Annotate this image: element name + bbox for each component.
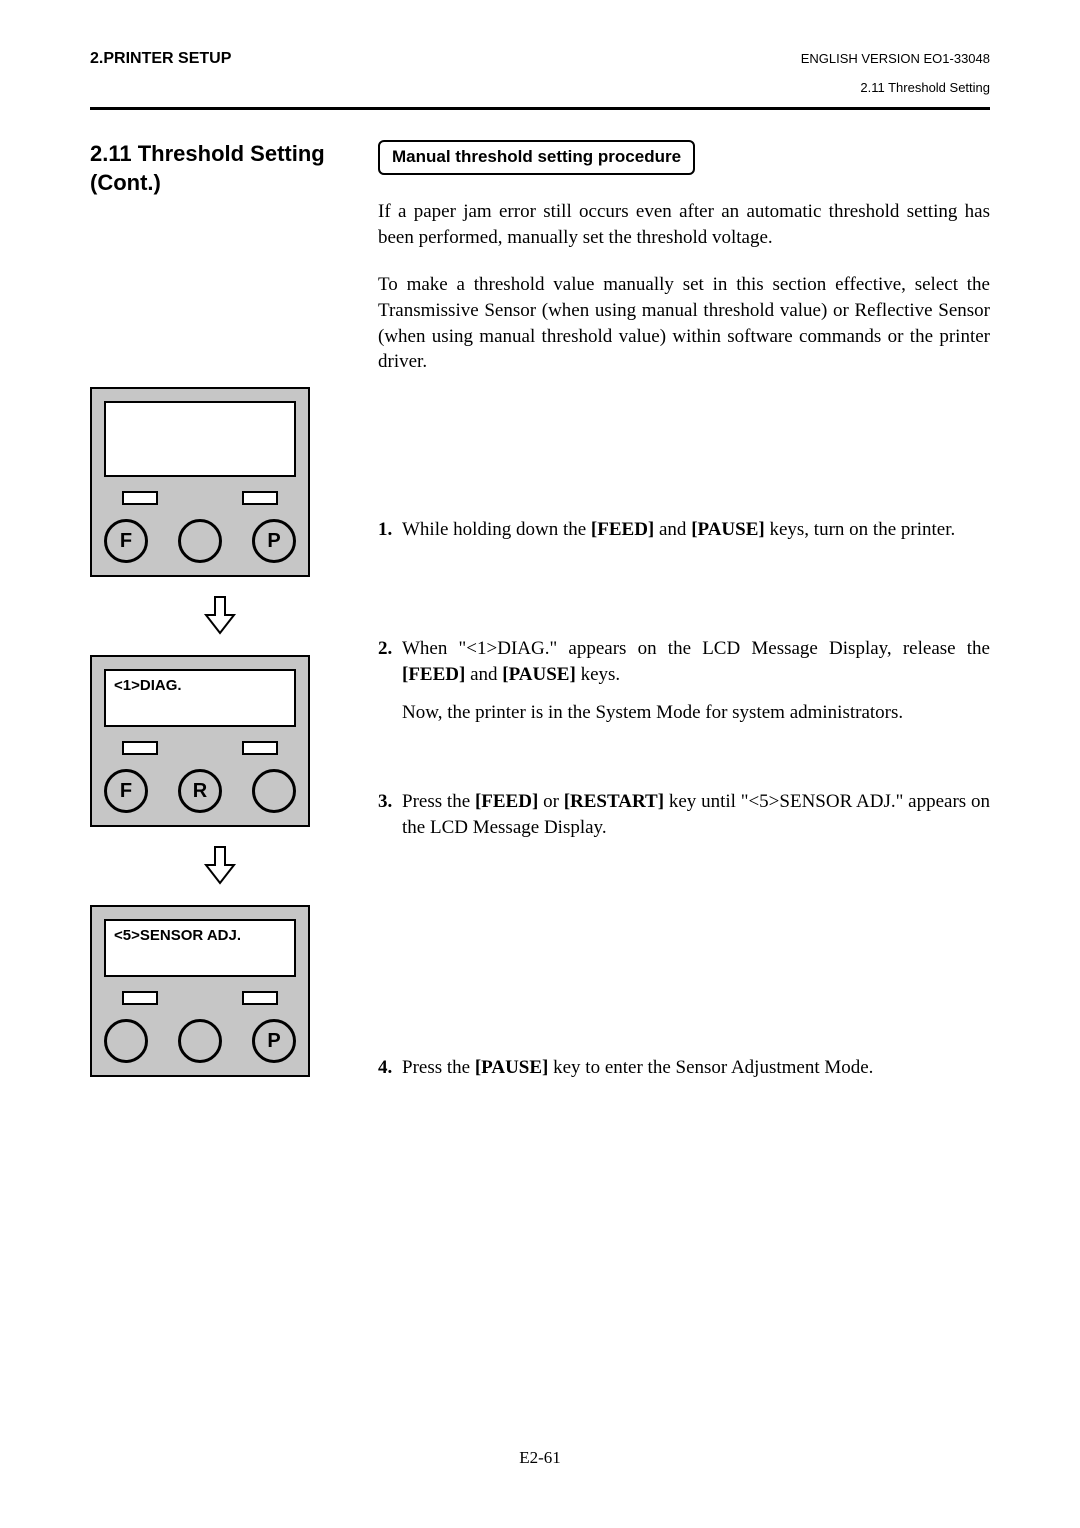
restart-button[interactable]: [178, 519, 222, 563]
header-rule: [90, 107, 990, 110]
feed-button[interactable]: F: [104, 519, 148, 563]
lcd-display: [104, 401, 296, 477]
pause-button[interactable]: P: [252, 1019, 296, 1063]
restart-button[interactable]: R: [178, 769, 222, 813]
arrow-down-icon: [90, 595, 350, 637]
led-indicator: [242, 991, 278, 1005]
arrow-down-icon: [90, 845, 350, 887]
section-title: 2.11 Threshold Setting (Cont.): [90, 140, 350, 197]
key-feed: [FEED]: [402, 664, 465, 685]
step-number: 4.: [378, 1055, 402, 1081]
step-number: 3.: [378, 789, 402, 840]
step-4: 4. Press the [PAUSE] key to enter the Se…: [378, 1055, 990, 1081]
step-subtext: Now, the printer is in the System Mode f…: [402, 700, 990, 726]
pause-button[interactable]: [252, 769, 296, 813]
header-version: ENGLISH VERSION EO1-33048: [801, 51, 990, 66]
feed-button[interactable]: [104, 1019, 148, 1063]
led-indicator: [242, 741, 278, 755]
led-indicator: [242, 491, 278, 505]
right-column: Manual threshold setting procedure If a …: [378, 140, 990, 1094]
intro-paragraph-1: If a paper jam error still occurs even a…: [378, 199, 990, 250]
lcd-display: <5>SENSOR ADJ.: [104, 919, 296, 977]
pause-button[interactable]: P: [252, 519, 296, 563]
key-feed: [FEED]: [475, 791, 538, 812]
lcd-display: <1>DIAG.: [104, 669, 296, 727]
key-pause: [PAUSE]: [691, 519, 765, 540]
indicator-lights: [104, 991, 296, 1005]
procedure-box: Manual threshold setting procedure: [378, 140, 695, 175]
printer-panel-3: <5>SENSOR ADJ. P: [90, 905, 310, 1077]
button-row: F R: [104, 769, 296, 813]
led-indicator: [122, 741, 158, 755]
feed-button[interactable]: F: [104, 769, 148, 813]
intro-paragraph-2: To make a threshold value manually set i…: [378, 272, 990, 375]
page-number: E2-61: [0, 1448, 1080, 1468]
step-text: While holding down the [FEED] and [PAUSE…: [402, 517, 990, 543]
step-3: 3. Press the [FEED] or [RESTART] key unt…: [378, 789, 990, 840]
key-feed: [FEED]: [591, 519, 654, 540]
header-subsection: 2.11 Threshold Setting: [90, 80, 990, 95]
restart-button[interactable]: [178, 1019, 222, 1063]
step-text: Press the [PAUSE] key to enter the Senso…: [402, 1055, 990, 1081]
page: 2.PRINTER SETUP ENGLISH VERSION EO1-3304…: [0, 0, 1080, 1528]
led-indicator: [122, 491, 158, 505]
step-text: Press the [FEED] or [RESTART] key until …: [402, 789, 990, 840]
step-2: 2. When "<1>DIAG." appears on the LCD Me…: [378, 636, 990, 725]
page-header: 2.PRINTER SETUP ENGLISH VERSION EO1-3304…: [90, 50, 990, 68]
printer-panel-2: <1>DIAG. F R: [90, 655, 310, 827]
step-number: 2.: [378, 636, 402, 725]
step-number: 1.: [378, 517, 402, 543]
key-restart: [RESTART]: [564, 791, 664, 812]
key-pause: [PAUSE]: [475, 1057, 549, 1078]
button-row: P: [104, 1019, 296, 1063]
step-text: When "<1>DIAG." appears on the LCD Messa…: [402, 636, 990, 725]
indicator-lights: [104, 741, 296, 755]
left-column: 2.11 Threshold Setting (Cont.) F P: [90, 140, 350, 1094]
indicator-lights: [104, 491, 296, 505]
key-pause: [PAUSE]: [502, 664, 576, 685]
step-1: 1. While holding down the [FEED] and [PA…: [378, 517, 990, 543]
button-row: F P: [104, 519, 296, 563]
header-chapter: 2.PRINTER SETUP: [90, 50, 231, 68]
led-indicator: [122, 991, 158, 1005]
content: 2.11 Threshold Setting (Cont.) F P: [90, 140, 990, 1094]
printer-panel-1: F P: [90, 387, 310, 577]
